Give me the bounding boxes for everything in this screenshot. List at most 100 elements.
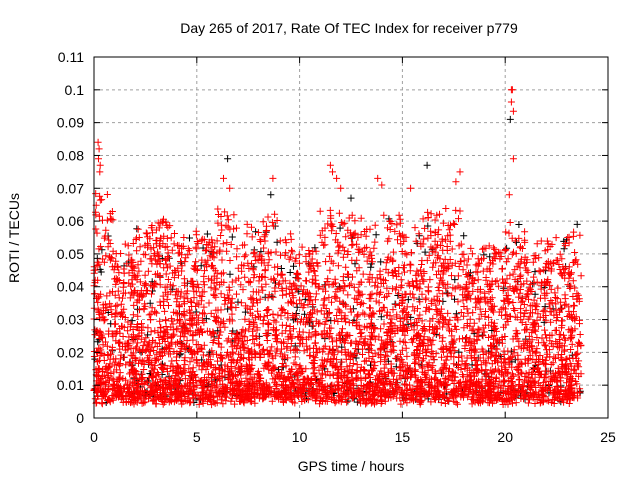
data-point-satellites-group-a [465,310,472,317]
data-point-satellites-group-a [348,257,355,264]
data-point-satellites-group-a [474,269,481,276]
data-point-satellites-group-b [367,264,374,271]
data-point-satellites-group-a [557,306,564,313]
data-point-satellites-group-b [204,231,211,238]
data-point-satellites-group-b [377,258,384,265]
data-point-satellites-group-a [199,310,206,317]
data-point-satellites-group-a [326,267,333,274]
data-point-satellites-group-a [390,249,397,256]
data-point-satellites-group-a [249,233,256,240]
data-point-satellites-group-a [130,302,137,309]
data-point-satellites-group-a [372,222,379,229]
data-point-satellites-group-a [571,249,578,256]
data-point-satellites-group-b [507,116,514,123]
data-point-satellites-group-a [114,302,121,309]
data-point-satellites-group-a [335,306,342,313]
data-point-satellites-group-a [142,272,149,279]
data-point-satellites-group-a [292,361,299,368]
data-point-satellites-group-a [296,297,303,304]
data-point-satellites-group-a [114,276,121,283]
data-point-satellites-group-a [234,245,241,252]
data-point-satellites-group-a [273,249,280,256]
data-point-satellites-group-a [553,234,560,241]
data-point-satellites-group-a [465,256,472,263]
data-point-satellites-group-a [271,211,278,218]
data-point-satellites-group-a [306,297,313,304]
data-point-satellites-group-b [290,263,297,270]
data-point-satellites-group-b [515,221,522,228]
data-point-satellites-group-a [101,357,108,364]
data-point-satellites-group-a [214,206,221,213]
data-point-satellites-group-a [317,208,324,215]
data-point-satellites-group-a [521,228,528,235]
data-point-satellites-group-a [229,295,236,302]
data-point-satellites-group-a [193,356,200,363]
data-point-satellites-group-a [166,222,173,229]
data-point-satellites-group-a [272,288,279,295]
data-point-satellites-group-a [541,307,548,314]
data-point-satellites-group-a [200,352,207,359]
data-point-satellites-group-a [216,332,223,339]
data-point-satellites-group-a [206,300,213,307]
data-point-satellites-group-a [342,233,349,240]
data-point-satellites-group-a [537,295,544,302]
data-points [91,86,585,408]
data-point-satellites-group-b [94,255,101,262]
data-point-satellites-group-a [142,251,149,258]
data-point-satellites-group-b [348,195,355,202]
data-point-satellites-group-a [145,268,152,275]
data-point-satellites-group-a [503,258,510,265]
data-point-satellites-group-a [279,292,286,299]
data-point-satellites-group-a [502,229,509,236]
data-point-satellites-group-b [352,260,359,267]
data-point-satellites-group-a [425,284,432,291]
data-point-satellites-group-b [98,246,105,253]
data-point-satellites-group-a [247,279,254,286]
data-point-satellites-group-a [541,327,548,334]
data-point-satellites-group-a [264,321,271,328]
data-point-satellites-group-a [233,291,240,298]
data-point-satellites-group-a [181,333,188,340]
data-point-satellites-group-a [104,191,111,198]
data-point-satellites-group-a [423,349,430,356]
data-point-satellites-group-a [143,287,150,294]
data-point-satellites-group-b [267,191,274,198]
data-point-satellites-group-b [227,271,234,278]
data-point-satellites-group-a [510,305,517,312]
data-point-satellites-group-a [277,237,284,244]
data-point-satellites-group-a [336,210,343,217]
data-point-satellites-group-a [469,250,476,257]
data-point-satellites-group-a [321,295,328,302]
data-point-satellites-group-a [542,331,549,338]
data-point-satellites-group-a [377,325,384,332]
data-point-satellites-group-a [287,230,294,237]
data-point-satellites-group-a [316,320,323,327]
data-point-satellites-group-b [287,269,294,276]
data-point-satellites-group-a [358,333,365,340]
data-point-satellites-group-a [218,290,225,297]
data-point-satellites-group-a [264,312,271,319]
data-point-satellites-group-a [133,247,140,254]
data-point-satellites-group-a [460,251,467,258]
chart-title: Day 265 of 2017, Rate Of TEC Index for r… [180,20,518,36]
data-point-satellites-group-a [227,257,234,264]
data-point-satellites-group-a [552,294,559,301]
data-point-satellites-group-a [576,232,583,239]
data-point-satellites-group-a [283,291,290,298]
data-point-satellites-group-a [213,351,220,358]
data-point-satellites-group-a [395,290,402,297]
data-point-satellites-group-a [326,253,333,260]
data-point-satellites-group-a [517,305,524,312]
data-point-satellites-group-a [407,267,414,274]
data-point-satellites-group-a [139,400,146,407]
data-point-satellites-group-a [456,263,463,270]
data-point-satellites-group-a [367,291,374,298]
data-point-satellites-group-a [322,258,329,265]
data-point-satellites-group-a [274,217,281,224]
data-point-satellites-group-a [99,217,106,224]
data-point-satellites-group-a [344,291,351,298]
data-point-satellites-group-a [577,331,584,338]
data-point-satellites-group-a [357,330,364,337]
data-point-satellites-group-b [422,249,429,256]
data-point-satellites-group-a [411,294,418,301]
